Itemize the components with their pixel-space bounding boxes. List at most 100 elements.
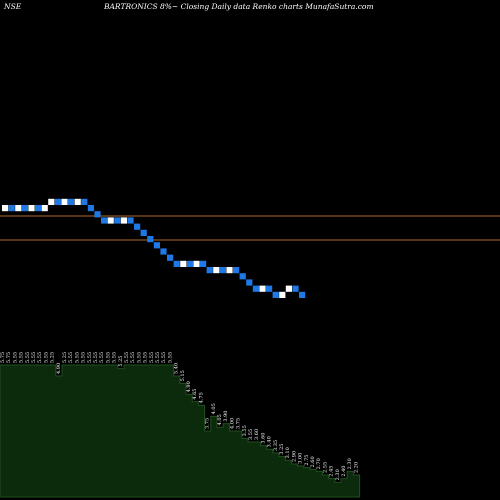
area-label: 2.55 (322, 462, 328, 473)
area-label: 5.55 (124, 352, 130, 363)
area-label: 3.60 (260, 433, 266, 444)
area-label: 3.55 (248, 429, 254, 440)
brick-up (193, 260, 200, 267)
brick-down (68, 198, 75, 205)
area-label: 2.30 (347, 458, 353, 469)
area-label: 2.60 (310, 456, 316, 467)
area-label: 2.30 (335, 469, 341, 480)
area-label: 5.55 (87, 352, 93, 363)
brick-down (266, 285, 273, 292)
brick-up (107, 217, 114, 224)
area-label: 5.55 (161, 352, 167, 363)
area-label: 4.75 (198, 392, 204, 403)
brick-down (127, 217, 134, 224)
brick-down (292, 285, 299, 292)
area-label: 5.55 (12, 352, 18, 363)
area-label: 2.90 (291, 451, 297, 462)
area-label: 5.55 (105, 352, 111, 363)
area-label: 3.25 (279, 444, 285, 455)
area-label: 3.60 (254, 429, 260, 440)
value-area (0, 364, 361, 498)
brick-down (272, 291, 279, 298)
area-label: 5.55 (19, 352, 25, 363)
area-label: 2.70 (316, 458, 322, 469)
area-label: 5.55 (99, 352, 105, 363)
area-label: 5.55 (167, 352, 173, 363)
brick-down (101, 217, 108, 224)
area-label: 3.55 (242, 425, 248, 436)
brick-down (173, 260, 180, 267)
area-label: 5.75 (0, 352, 6, 363)
area-label: 5.55 (81, 352, 87, 363)
area-label: 2.40 (341, 466, 347, 477)
brick-down (35, 205, 42, 212)
brick-down (239, 273, 246, 280)
area-label: 5.25 (118, 356, 124, 367)
brick-down (21, 205, 28, 212)
brick-up (48, 198, 55, 205)
area-label: 4.00 (229, 418, 235, 429)
area-label: 5.40 (174, 363, 180, 374)
area-label: 4.90 (186, 381, 192, 392)
area-label: 4.65 (192, 389, 198, 400)
brick-down (160, 248, 167, 255)
area-label: 5.75 (6, 352, 12, 363)
brick-down (200, 260, 207, 267)
brick-down (153, 242, 160, 249)
area-label: 5.55 (37, 352, 43, 363)
area-label: 3.35 (273, 440, 279, 451)
brick-down (81, 198, 88, 205)
area-label: 2.45 (329, 466, 335, 477)
area-label: 4.05 (211, 403, 217, 414)
brick-up (180, 260, 187, 267)
area-label: 5.55 (155, 352, 161, 363)
area-label: 4.90 (56, 363, 62, 374)
area-label: 5.55 (149, 352, 155, 363)
brick-up (41, 205, 48, 212)
brick-up (15, 205, 22, 212)
brick-down (246, 279, 253, 286)
area-label: 5.55 (43, 352, 49, 363)
area-label: 5.55 (130, 352, 136, 363)
area-label: 5.55 (74, 352, 80, 363)
area-label: 5.55 (112, 352, 118, 363)
area-label: 3.90 (223, 411, 229, 422)
area-label: 5.15 (180, 370, 186, 381)
brick-up (285, 285, 292, 292)
area-label: 5.55 (25, 352, 31, 363)
chart-title: BARTRONICS 8%~ Closing Daily data Renko … (104, 2, 374, 11)
brick-up (28, 205, 35, 212)
brick-down (299, 291, 306, 298)
brick-down (140, 229, 147, 236)
area-label: 3.75 (236, 418, 242, 429)
area-label: 2.75 (304, 455, 310, 466)
exchange-label: NSE (4, 2, 22, 11)
brick-down (252, 285, 259, 292)
area-label: 2.20 (353, 462, 359, 473)
area-label: 3.00 (298, 453, 304, 464)
area-label: 5.55 (68, 352, 74, 363)
area-label: 3.10 (285, 447, 291, 458)
brick-up (226, 267, 233, 274)
area-label: 5.55 (93, 352, 99, 363)
brick-down (233, 267, 240, 274)
brick-up (279, 291, 286, 298)
area-label: 5.55 (136, 352, 142, 363)
brick-down (206, 267, 213, 274)
brick-up (120, 217, 127, 224)
brick-down (134, 223, 141, 230)
area-label: 5.55 (143, 352, 149, 363)
brick-down (8, 205, 15, 212)
brick-down (167, 254, 174, 261)
area-label: 5.25 (62, 352, 68, 363)
brick-down (94, 211, 101, 218)
area-label: 3.40 (267, 436, 273, 447)
brick-up (2, 205, 9, 212)
brick-up (213, 267, 220, 274)
brick-down (87, 205, 94, 212)
area-label: 4.05 (217, 414, 223, 425)
brick-down (186, 260, 193, 267)
brick-down (114, 217, 121, 224)
